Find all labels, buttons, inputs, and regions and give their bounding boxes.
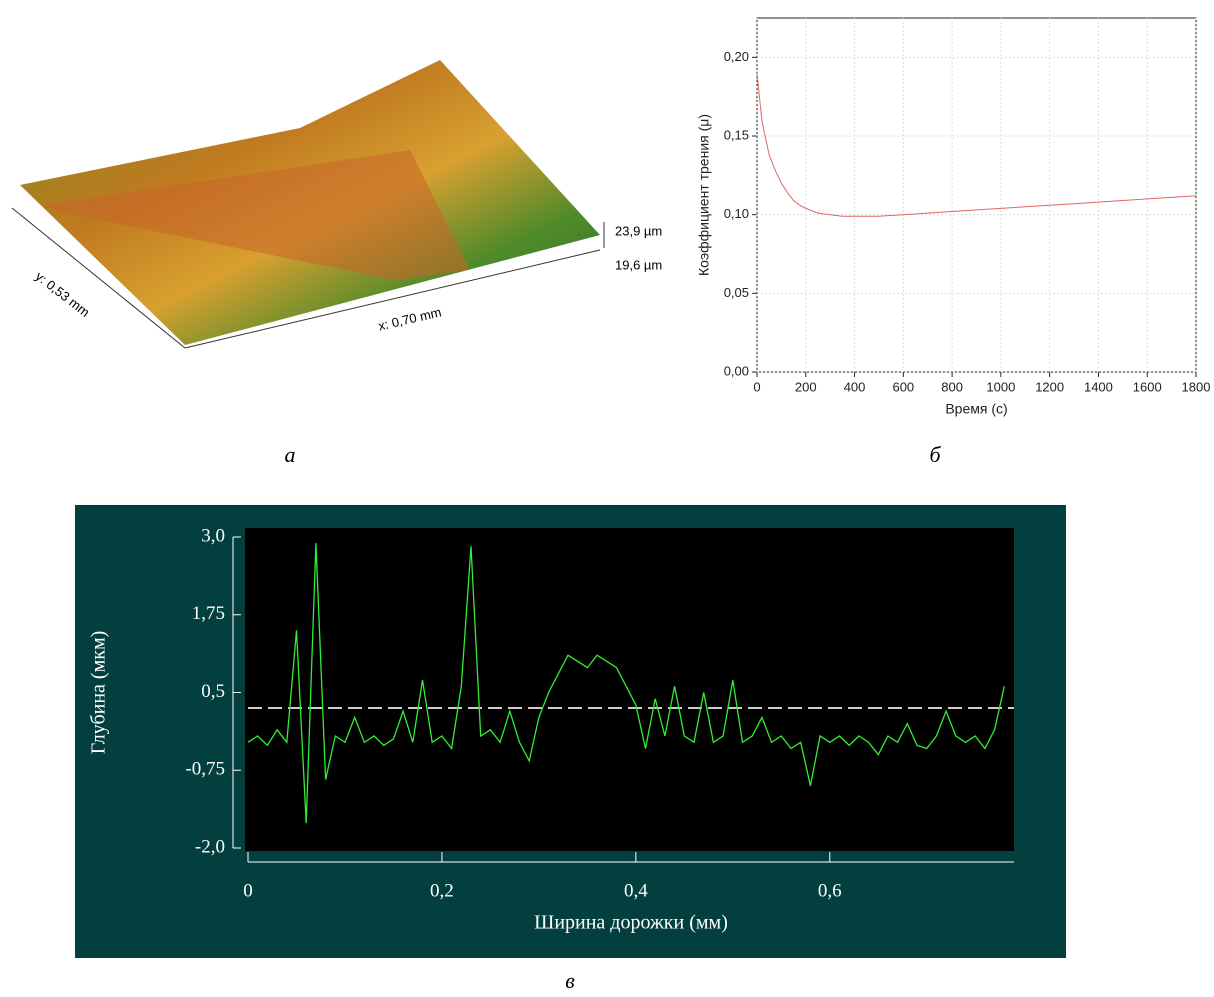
x-tick-label: 1000 [986,379,1015,394]
z-label: 23,9 µm [615,223,662,238]
y-tick-label: 0,10 [724,206,749,221]
x-tick-label: 0,4 [624,880,648,901]
y-label: y: 0,53 mm [33,268,93,319]
x-tick-label: 400 [844,379,866,394]
x-tick-label: 1800 [1182,379,1211,394]
y-tick-label: 0,15 [724,127,749,142]
z-label: 19,6 µm [615,257,662,272]
x-tick-label: 0 [753,379,760,394]
y-tick-label: 0,05 [724,285,749,300]
y-tick-label: -2,0 [195,836,225,857]
x-tick-label: 1400 [1084,379,1113,394]
x-label: x: 0,70 mm [377,304,443,333]
y-tick-label: 1,75 [192,603,225,624]
x-axis-label: Время (с) [945,401,1007,417]
y-tick-label: 0,00 [724,363,749,378]
y-axis-label: Глубина (мкм) [88,631,110,755]
x-tick-label: 1200 [1035,379,1064,394]
track [45,150,470,280]
y-tick-label: 0,5 [201,681,225,702]
panel-caption: а [285,442,296,467]
x-tick-label: 0,6 [818,880,842,901]
y-axis-line [11,207,186,349]
y-tick-label: -0,75 [185,759,225,780]
panel-caption: б [929,442,941,467]
x-tick-label: 800 [941,379,963,394]
panel-caption: в [565,968,575,993]
y-axis-label: Коэффициент трения (μ) [696,114,712,276]
y-tick-label: 0,20 [724,49,749,64]
x-tick-label: 0,2 [430,880,454,901]
plot-background [245,528,1014,851]
data-line [247,543,1005,824]
data-line [756,73,1197,217]
x-tick-label: 200 [795,379,817,394]
x-tick-label: 600 [892,379,914,394]
x-axis-line [184,249,601,349]
x-tick-label: 1600 [1133,379,1162,394]
plot-frame [756,17,1197,373]
x-tick-label: 0 [243,880,253,901]
x-axis-label: Ширина дорожки (мм) [534,912,728,934]
y-tick-label: 3,0 [201,525,225,546]
